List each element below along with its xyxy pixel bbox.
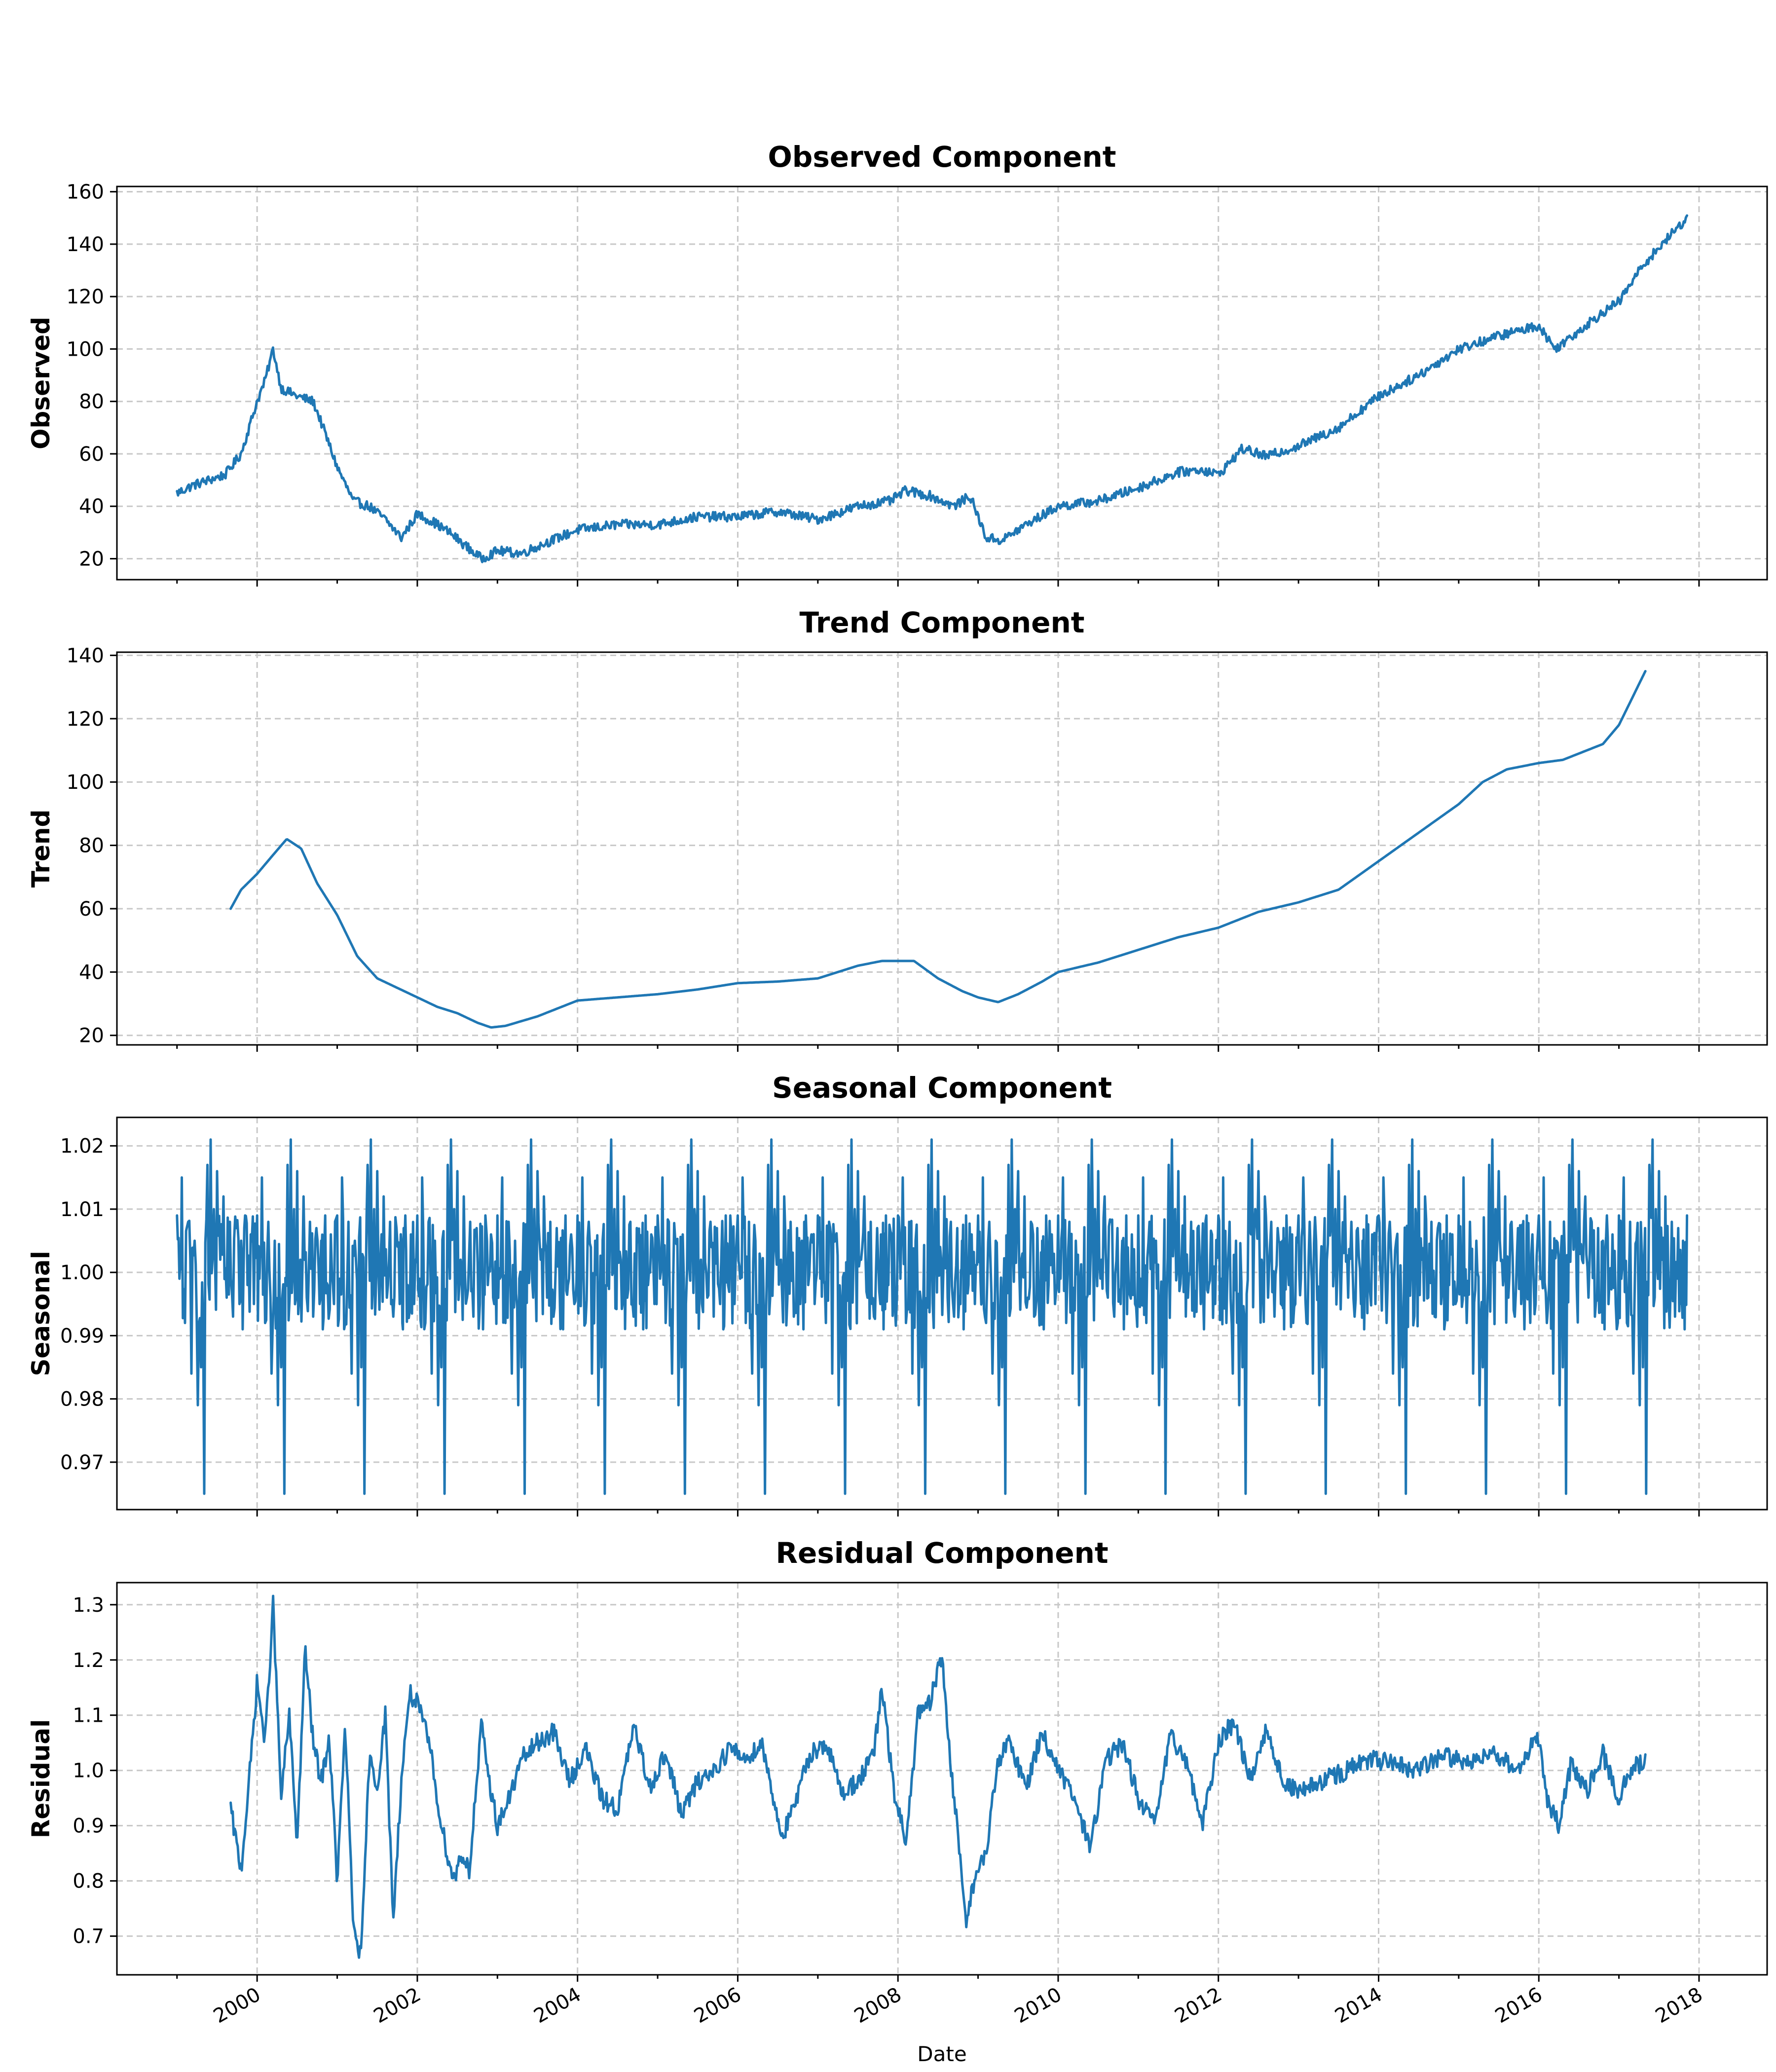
- y-tick-label: 160: [67, 181, 104, 204]
- y-tick-label: 100: [67, 338, 104, 361]
- panel-title-residual: Residual Component: [776, 1536, 1108, 1570]
- panel-title-trend: Trend Component: [800, 606, 1085, 639]
- y-tick-label: 1.01: [60, 1198, 104, 1221]
- y-tick-label: 60: [79, 898, 104, 921]
- panel-title-seasonal: Seasonal Component: [772, 1071, 1112, 1105]
- y-tick-label: 120: [67, 286, 104, 308]
- y-tick-label: 0.98: [60, 1388, 104, 1411]
- y-tick-label: 1.0: [73, 1760, 104, 1782]
- panel-observed: Observed Component Observed 20 40 60 80 100 120…: [27, 140, 1768, 587]
- series-line-residual: [229, 1594, 1647, 1959]
- y-tick-label: 140: [67, 644, 104, 667]
- panel-title-observed: Observed Component: [768, 140, 1116, 174]
- series-line-seasonal: [176, 1138, 1689, 1495]
- panel-seasonal: Seasonal Component Seasonal 0.97 0.98 0.99 1.…: [27, 1071, 1768, 1517]
- y-tick-label: 0.9: [73, 1815, 104, 1838]
- series-line-observed: [176, 214, 1689, 563]
- y-tick-label: 40: [79, 495, 104, 518]
- y-tick-label: 1.2: [73, 1649, 104, 1672]
- y-tick-label: 0.8: [73, 1870, 104, 1893]
- panel-trend: Trend Component Trend 20 40 60 80 100 120 140: [27, 606, 1768, 1052]
- plot-frame-observed: [116, 185, 1768, 581]
- y-axis-label-trend: Trend: [27, 810, 55, 888]
- x-axis-label: Date: [917, 2042, 966, 2066]
- plot-frame-trend: [116, 651, 1768, 1046]
- y-tick-label: 80: [79, 835, 104, 857]
- y-tick-label: 80: [79, 391, 104, 413]
- y-tick-label: 20: [79, 1025, 104, 1047]
- y-axis-label-residual: Residual: [27, 1719, 55, 1839]
- y-tick-label: 140: [67, 233, 104, 256]
- y-tick-label: 40: [79, 961, 104, 984]
- y-tick-label: 0.97: [60, 1451, 104, 1474]
- y-tick-label: 120: [67, 708, 104, 731]
- y-tick-label: 60: [79, 443, 104, 466]
- y-tick-label: 1.00: [60, 1261, 104, 1284]
- y-tick-label: 20: [79, 548, 104, 570]
- y-tick-label: 1.3: [73, 1594, 104, 1617]
- y-tick-label: 0.99: [60, 1325, 104, 1347]
- y-tick-label: 100: [67, 771, 104, 794]
- plot-frame-residual: [116, 1582, 1768, 1976]
- y-axis-label-seasonal: Seasonal: [27, 1251, 55, 1376]
- series-line-trend: [229, 670, 1647, 1029]
- y-tick-label: 1.02: [60, 1135, 104, 1158]
- plot-frame-seasonal: [116, 1116, 1768, 1511]
- y-tick-label: 1.1: [73, 1704, 104, 1727]
- y-axis-label-observed: Observed: [27, 317, 55, 449]
- y-tick-label: 0.7: [73, 1925, 104, 1948]
